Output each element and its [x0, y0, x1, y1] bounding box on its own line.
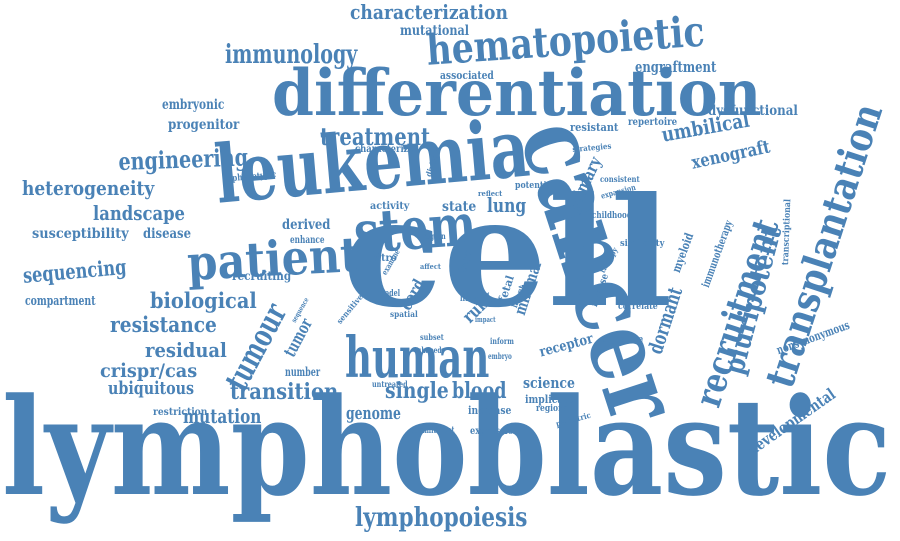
- cloud-word: repertoire: [628, 117, 678, 128]
- cloud-word: differentiation: [272, 56, 762, 131]
- cloud-word: derived: [282, 217, 331, 233]
- cloud-word: model: [378, 289, 401, 299]
- cloud-word: embryonic: [162, 97, 225, 113]
- cloud-word: subset: [420, 332, 444, 342]
- cloud-word: science: [523, 374, 575, 392]
- cloud-word: transcriptional: [781, 198, 794, 266]
- cloud-word: mutational: [400, 23, 470, 39]
- cloud-word: resistance: [110, 312, 217, 337]
- cloud-word: residual: [145, 338, 227, 362]
- cloud-word: engineering: [117, 142, 249, 176]
- cloud-word: biological: [150, 288, 257, 313]
- cloud-word: progenitor: [168, 117, 240, 133]
- cloud-word: heterogeneity: [22, 176, 155, 200]
- cloud-word: single: [385, 378, 449, 404]
- cloud-word: cell: [342, 165, 673, 341]
- cloud-word: characterize: [355, 144, 414, 155]
- cloud-word: untreated: [372, 379, 408, 389]
- cloud-word: similarity: [620, 239, 665, 249]
- cloud-word: potential: [515, 181, 555, 191]
- cloud-word: region: [422, 231, 446, 241]
- cloud-word: blood: [452, 378, 507, 404]
- cloud-word: crispr/cas: [100, 360, 198, 382]
- cloud-word: reflect: [478, 189, 503, 198]
- cloud-word: lung: [487, 193, 527, 217]
- cloud-word: human: [345, 325, 490, 391]
- cloud-word: associated: [440, 69, 494, 82]
- cloud-word: immunology: [225, 40, 358, 70]
- cloud-word: landscape: [93, 201, 185, 225]
- cloud-word: characterization: [350, 0, 508, 24]
- cloud-word: activity: [370, 201, 410, 212]
- cloud-word: xenograft: [689, 136, 773, 174]
- cloud-word: lymphopoiesis: [355, 503, 528, 533]
- cloud-word: lymphoblastic: [2, 368, 892, 526]
- cloud-word: impact: [475, 315, 496, 324]
- cloud-word: inform: [490, 336, 514, 346]
- cloud-word: vitro: [372, 253, 397, 264]
- cloud-word: engraftment: [635, 58, 717, 76]
- cloud-word: recruiting: [232, 269, 292, 283]
- cloud-word: ubiquitous: [108, 378, 195, 399]
- cloud-word: consistent: [600, 174, 640, 184]
- cloud-word: dysfunctional: [708, 103, 798, 119]
- cloud-word: myeloid: [669, 230, 697, 275]
- cloud-word: restriction: [153, 407, 208, 418]
- cloud-word: correlate: [618, 302, 658, 312]
- cloud-word: childhood: [592, 211, 632, 221]
- cloud-word: signature: [603, 335, 644, 345]
- cloud-word: lineage: [460, 293, 488, 303]
- cloud-word: spatial: [390, 309, 418, 319]
- cloud-word: regional: [536, 404, 572, 414]
- cloud-word: state: [442, 199, 477, 215]
- cloud-word: implicate: [525, 393, 574, 406]
- cloud-word: treatment: [320, 122, 431, 151]
- cloud-word: susceptibility: [32, 226, 129, 242]
- cloud-word: enhance: [290, 235, 325, 246]
- cloud-word: increase: [468, 404, 512, 417]
- cloud-word: resistant: [570, 121, 619, 134]
- cloud-word: mutation: [183, 404, 262, 428]
- cloud-word: commitment: [410, 426, 455, 436]
- cloud-word: affect: [420, 262, 441, 271]
- cloud-word: sequencing: [21, 253, 128, 288]
- cloud-word: expression: [470, 426, 520, 437]
- cloud-word: embryo: [488, 351, 512, 361]
- cloud-word: disease: [143, 226, 192, 242]
- cloud-word: transition: [230, 379, 339, 405]
- cloud-word: compartment: [25, 294, 96, 309]
- cloud-word: number: [285, 365, 321, 379]
- cloud-word: genome: [346, 403, 401, 424]
- cloud-word: shaped: [418, 345, 442, 355]
